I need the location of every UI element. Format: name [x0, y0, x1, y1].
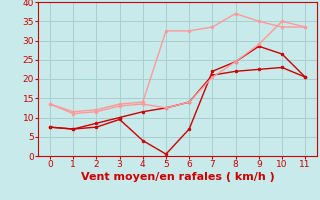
X-axis label: Vent moyen/en rafales ( km/h ): Vent moyen/en rafales ( km/h )	[81, 172, 275, 182]
